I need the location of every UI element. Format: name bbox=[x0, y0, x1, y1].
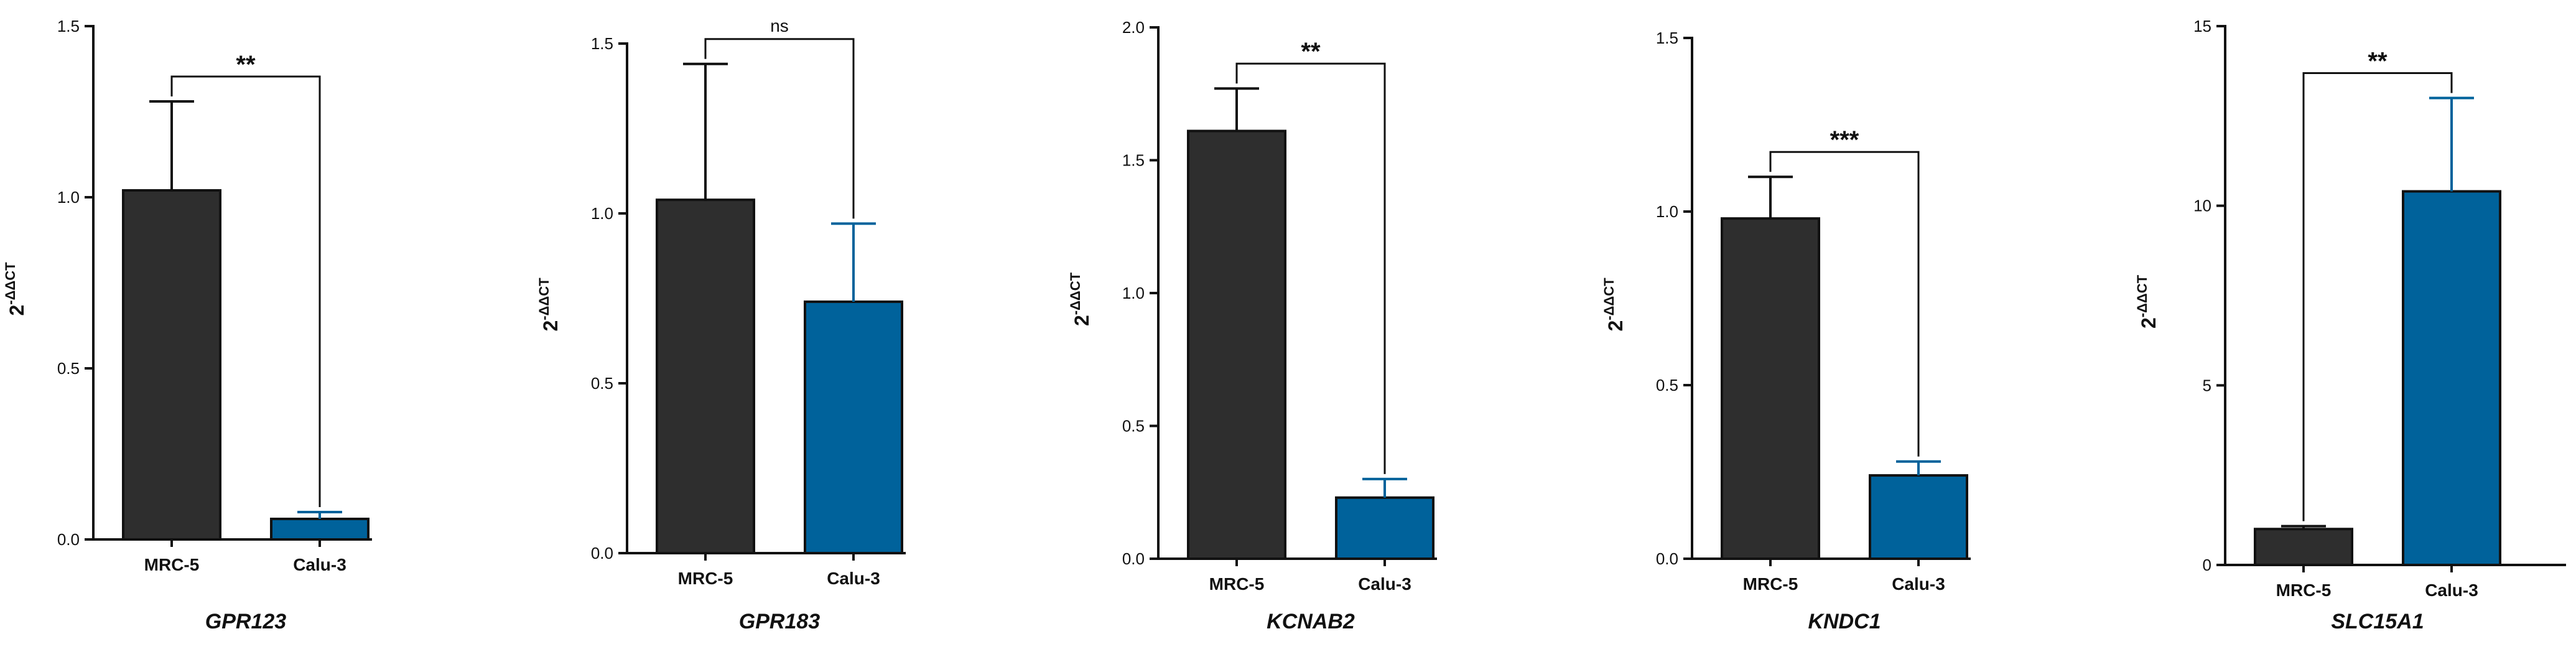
significance-label: ** bbox=[236, 51, 256, 78]
chart-panel-slc15a1: 0 5 10 15 2-ΔΔCT MRC-5 Calu-3 ** SLC15A1 bbox=[2134, 17, 2566, 633]
y-tick-label: 1.0 bbox=[591, 204, 613, 223]
significance-bracket bbox=[1235, 62, 1386, 474]
chart-panel-kndc1: 0.0 0.5 1.0 1.5 2-ΔΔCT MRC-5 Calu-3 *** KNDC1 bbox=[1601, 29, 1971, 633]
y-axis-label-base: 2 bbox=[539, 320, 562, 332]
y-axis-label-superscript: -ΔΔCT bbox=[536, 278, 552, 320]
bar-mrc-5 bbox=[2254, 528, 2353, 566]
x-tick-label-mrc-5: MRC-5 bbox=[1209, 574, 1265, 594]
x-tick-label-mrc-5: MRC-5 bbox=[144, 555, 200, 574]
x-tick-label-mrc-5: MRC-5 bbox=[1743, 574, 1798, 594]
chart-panel-gpr123: 0.0 0.5 1.0 1.5 2-ΔΔCT MRC-5 Calu-3 ** GPR123 bbox=[2, 17, 372, 633]
y-tick-label: 0.5 bbox=[57, 359, 80, 378]
y-axis-label: 2-ΔΔCT bbox=[2134, 274, 2160, 329]
y-tick-label: 0.5 bbox=[1122, 417, 1145, 436]
chart-title: KNDC1 bbox=[1808, 610, 1881, 633]
bar-calu-3 bbox=[1869, 474, 1968, 561]
y-tick-label: 1.5 bbox=[591, 34, 613, 53]
y-tick-label: 0.0 bbox=[591, 544, 613, 562]
bar-calu-3 bbox=[2402, 190, 2501, 567]
y-tick-label: 1.0 bbox=[1122, 284, 1145, 302]
chart-title: GPR123 bbox=[205, 610, 286, 633]
y-tick-label: 0.5 bbox=[591, 374, 613, 393]
y-axis-label-base: 2 bbox=[6, 305, 28, 316]
y-tick-label: 1.0 bbox=[1656, 202, 1678, 221]
x-tick-label-calu-3: Calu-3 bbox=[293, 555, 346, 574]
y-tick-label: 1.5 bbox=[1656, 29, 1678, 47]
x-tick-label-calu-3: Calu-3 bbox=[1358, 574, 1411, 594]
bar-mrc-5 bbox=[122, 189, 221, 541]
y-tick-label: 0.5 bbox=[1656, 376, 1678, 394]
y-tick-label: 15 bbox=[2193, 17, 2211, 35]
y-axis-label: 2-ΔΔCT bbox=[1601, 278, 1627, 332]
y-axis-label-superscript: -ΔΔCT bbox=[1601, 278, 1617, 320]
significance-bracket bbox=[2302, 72, 2453, 521]
x-tick-label-calu-3: Calu-3 bbox=[827, 569, 880, 588]
y-axis-label-superscript: -ΔΔCT bbox=[2134, 274, 2150, 317]
y-axis-label-base: 2 bbox=[1604, 320, 1627, 332]
bar-calu-3 bbox=[270, 518, 370, 541]
significance-bracket bbox=[704, 38, 855, 219]
y-tick-label: 0.0 bbox=[57, 530, 80, 549]
y-axis-label-base: 2 bbox=[2137, 317, 2160, 329]
y-tick-label: 1.0 bbox=[57, 188, 80, 207]
y-tick-label: 0.0 bbox=[1122, 549, 1145, 568]
y-tick-label: 2.0 bbox=[1122, 18, 1145, 37]
y-axis-label: 2-ΔΔCT bbox=[536, 278, 562, 332]
y-tick-label: 5 bbox=[2203, 376, 2211, 394]
chart-panel-kcnab2: 0.0 0.5 1.0 1.5 2.0 2-ΔΔCT MRC-5 Calu-3 ** KCNAB2 bbox=[1067, 18, 1437, 633]
chart-title: SLC15A1 bbox=[2331, 610, 2424, 633]
significance-label: ** bbox=[1301, 38, 1321, 65]
y-axis-label-superscript: -ΔΔCT bbox=[2, 262, 18, 305]
x-tick-label-calu-3: Calu-3 bbox=[1892, 574, 1945, 594]
significance-label: ns bbox=[770, 16, 789, 35]
significance-label: *** bbox=[1830, 126, 1859, 154]
bar-calu-3 bbox=[804, 300, 903, 554]
y-axis-label: 2-ΔΔCT bbox=[1067, 272, 1093, 326]
bar-calu-3 bbox=[1335, 496, 1434, 560]
significance-label: ** bbox=[2368, 47, 2388, 75]
bar-mrc-5 bbox=[1721, 217, 1820, 561]
y-axis-label-superscript: -ΔΔCT bbox=[1067, 272, 1083, 315]
chart-title: GPR183 bbox=[739, 610, 820, 633]
x-tick-label-mrc-5: MRC-5 bbox=[678, 569, 733, 588]
x-tick-label-calu-3: Calu-3 bbox=[2425, 581, 2478, 600]
y-tick-label: 1.5 bbox=[57, 17, 80, 35]
x-tick-label-mrc-5: MRC-5 bbox=[2276, 581, 2332, 600]
significance-bracket bbox=[170, 75, 321, 507]
y-axis-label-base: 2 bbox=[1071, 315, 1093, 326]
y-tick-label: 0.0 bbox=[1656, 549, 1678, 568]
y-tick-label: 10 bbox=[2193, 197, 2211, 215]
y-axis-label: 2-ΔΔCT bbox=[2, 262, 28, 316]
significance-bracket bbox=[1769, 151, 1920, 457]
y-tick-label: 1.5 bbox=[1122, 151, 1145, 170]
chart-panel-gpr183: 0.0 0.5 1.0 1.5 2-ΔΔCT MRC-5 Calu-3 ns GPR183 bbox=[536, 16, 906, 633]
bar-mrc-5 bbox=[1187, 129, 1286, 560]
chart-title: KCNAB2 bbox=[1267, 610, 1355, 633]
y-tick-label: 0 bbox=[2203, 556, 2211, 574]
bar-mrc-5 bbox=[656, 198, 755, 555]
